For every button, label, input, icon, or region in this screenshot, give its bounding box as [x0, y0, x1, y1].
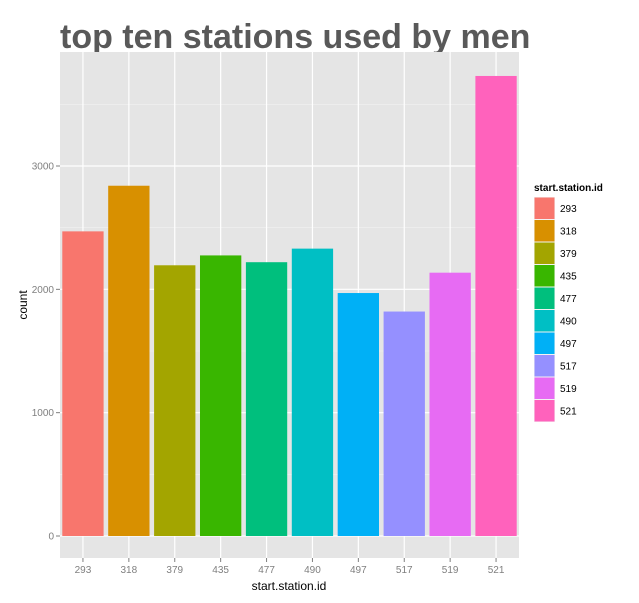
legend-key-521 [534, 400, 555, 422]
legend-label: 519 [560, 384, 577, 395]
legend-key-379 [534, 242, 555, 264]
legend-key-293 [534, 197, 555, 219]
legend-label: 379 [560, 249, 577, 260]
legend-key-519 [534, 377, 555, 399]
y-axis-title: count [16, 290, 30, 320]
bar-477 [245, 262, 288, 536]
x-tick-label: 318 [121, 565, 138, 576]
bar-521 [475, 75, 517, 536]
legend-key-490 [534, 310, 555, 332]
legend-label: 521 [560, 406, 577, 417]
x-tick-label: 435 [212, 565, 229, 576]
x-axis-ticks: 293 318 379 435 477 490 497 517 519 521 [75, 558, 505, 576]
bar-379 [154, 265, 196, 536]
legend-label: 490 [560, 316, 577, 327]
legend-label: 293 [560, 204, 577, 215]
chart-title: top ten stations used by men [60, 18, 530, 56]
y-tick-label: 0 [48, 532, 54, 543]
bar-497 [337, 293, 380, 536]
y-tick-label: 3000 [32, 162, 55, 173]
legend-label: 318 [560, 226, 577, 237]
y-axis-ticks: 0 1000 2000 3000 [32, 162, 60, 543]
x-tick-label: 521 [488, 565, 505, 576]
bar-519 [429, 272, 471, 536]
bar-318 [108, 185, 150, 536]
x-tick-label: 497 [350, 565, 367, 576]
legend: start.station.id 293 318 379 435 477 490 497 51… [534, 183, 603, 422]
bar-517 [383, 311, 425, 536]
x-tick-label: 490 [304, 565, 321, 576]
x-axis-title: start.station.id [252, 579, 327, 593]
legend-items: 293 318 379 435 477 490 497 517 519 521 [534, 197, 577, 422]
y-tick-label: 1000 [32, 408, 55, 419]
legend-key-435 [534, 265, 555, 287]
y-tick-label: 2000 [32, 285, 55, 296]
legend-title: start.station.id [534, 183, 603, 194]
legend-key-517 [534, 355, 555, 377]
x-tick-label: 519 [442, 565, 459, 576]
x-tick-label: 517 [396, 565, 413, 576]
bar-293 [62, 231, 104, 536]
legend-key-477 [534, 287, 555, 309]
x-tick-label: 379 [166, 565, 183, 576]
legend-key-497 [534, 332, 555, 354]
legend-label: 435 [560, 271, 577, 282]
legend-label: 477 [560, 294, 577, 305]
x-tick-label: 293 [75, 565, 92, 576]
x-tick-label: 477 [258, 565, 275, 576]
bars [62, 75, 517, 536]
legend-key-318 [534, 220, 555, 242]
bar-490 [291, 248, 334, 536]
bar-435 [199, 255, 242, 536]
legend-label: 517 [560, 361, 577, 372]
legend-label: 497 [560, 339, 577, 350]
